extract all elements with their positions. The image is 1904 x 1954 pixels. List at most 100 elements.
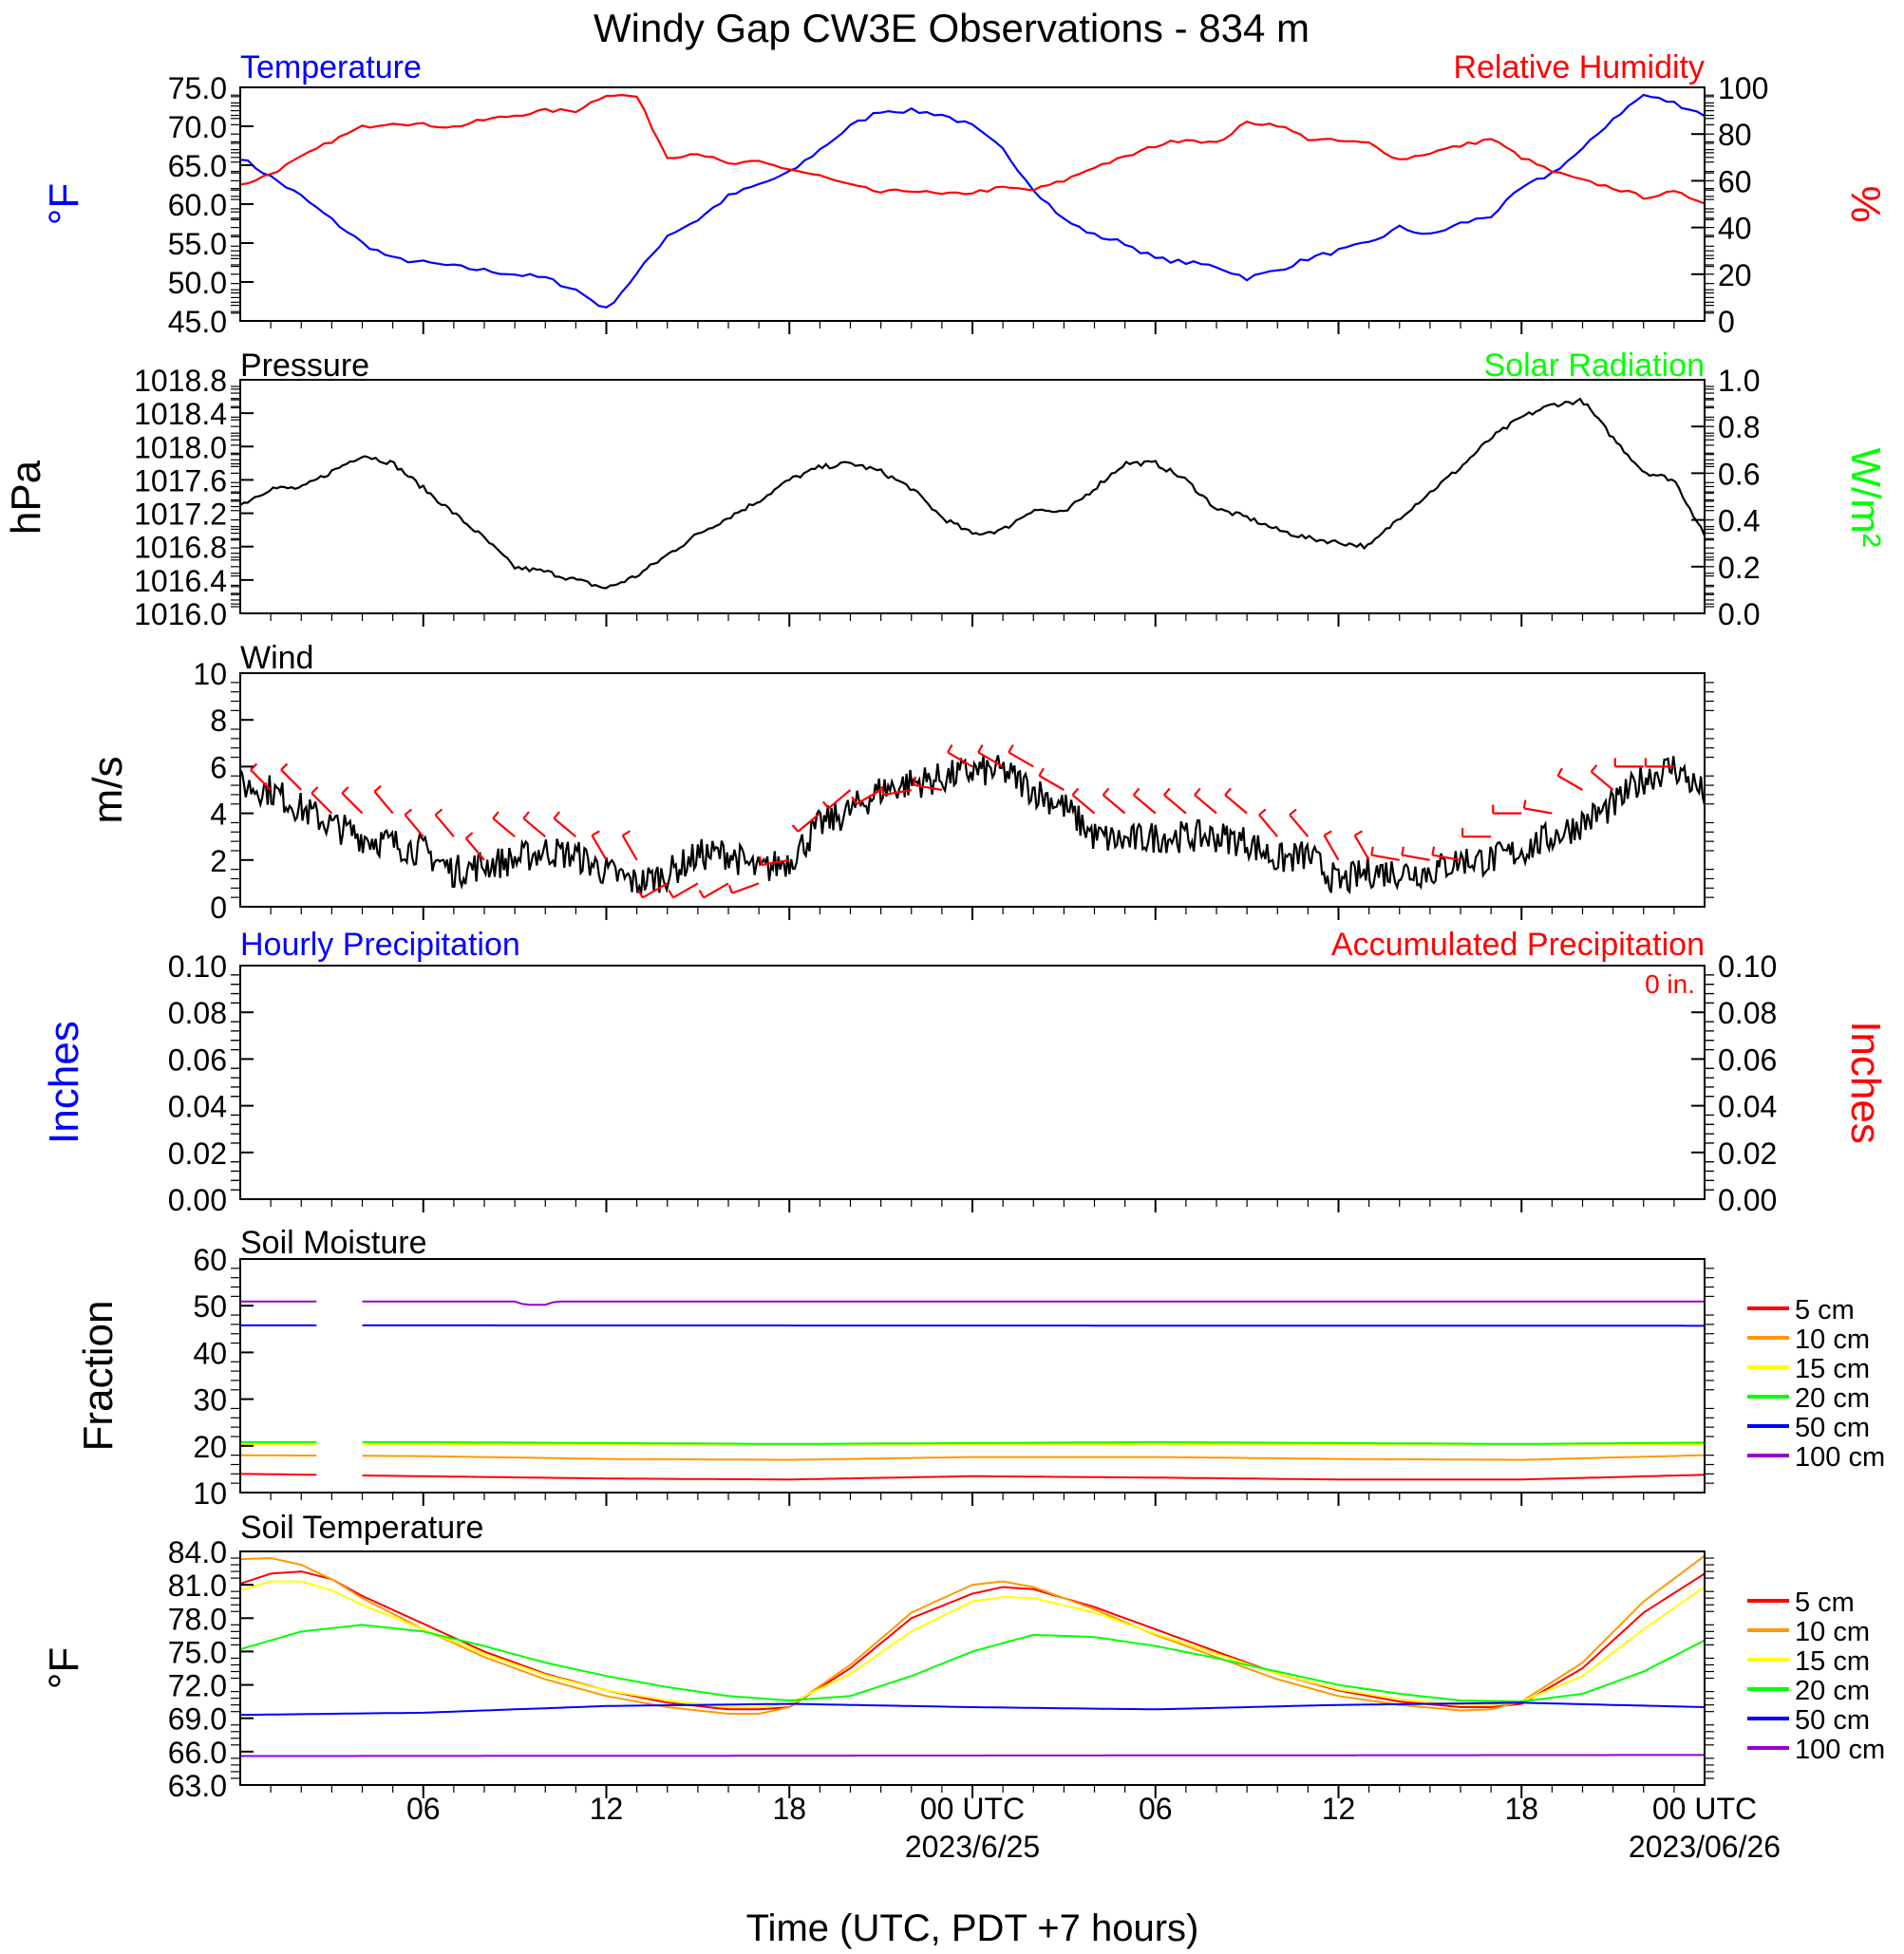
x-tick-label: 18 <box>772 1792 806 1826</box>
right-tick-label: 0.02 <box>1718 1137 1777 1171</box>
wind-barb-flag <box>591 830 600 836</box>
wind-barb <box>1038 775 1065 791</box>
right-tick-label: 0.00 <box>1718 1183 1777 1217</box>
wind-barb-flag <box>1370 846 1374 855</box>
wind-barb-flag <box>1354 830 1363 836</box>
legend-label: 10 cm <box>1795 1617 1870 1647</box>
x-tick-label: 06 <box>1139 1792 1173 1826</box>
right-tick-label: 0.6 <box>1718 457 1760 491</box>
wind-barb <box>883 788 912 797</box>
pressure-unit: hPa <box>3 460 49 535</box>
left-tick-label: 78.0 <box>168 1602 227 1636</box>
left-tick-label: 60 <box>193 1243 227 1277</box>
left-tick-label: 1016.0 <box>134 597 227 631</box>
left-tick-label: 1017.2 <box>134 498 227 532</box>
wind-barb-flag <box>821 800 830 809</box>
series-temperature <box>239 93 1706 309</box>
wind-barb-flag <box>913 776 916 785</box>
wind-barb-flag <box>492 811 500 819</box>
hourly-precip-unit: Inches <box>41 1021 87 1144</box>
left-tick-label: 0 <box>210 891 227 925</box>
legend-label: 100 cm <box>1795 1735 1885 1765</box>
legend-label: 50 cm <box>1795 1413 1870 1443</box>
wind-barb <box>250 769 272 791</box>
left-tick-label: 0.06 <box>168 1043 227 1077</box>
x-date-label: 2023/06/26 <box>1629 1830 1781 1864</box>
wind-barb <box>373 790 394 815</box>
series-wind <box>239 755 1706 894</box>
wind-barb-flag <box>977 744 984 753</box>
left-tick-label: 0.04 <box>168 1090 227 1124</box>
series-relative-humidity <box>239 93 1706 205</box>
wind-barb <box>522 817 546 838</box>
wind-barb-flag <box>434 808 443 817</box>
legend-label: 15 cm <box>1795 1646 1870 1677</box>
legend-label: 20 cm <box>1795 1676 1870 1706</box>
right-tick-label: 0.0 <box>1718 597 1760 631</box>
solar-unit: W/m² <box>1842 447 1889 547</box>
wind-barb <box>1323 835 1340 861</box>
wind-barb-flag <box>1224 787 1232 797</box>
wind-barb-flag <box>1194 787 1201 797</box>
wind-barb-flag <box>1556 767 1563 777</box>
panel-temperature-humidity: Temperature Relative Humidity °F % 75.07… <box>41 49 1889 339</box>
wind-barb-flag <box>1431 846 1436 855</box>
wind-barb <box>404 814 424 837</box>
series-100-cm <box>240 1754 1705 1757</box>
wind-barb-flag <box>637 890 644 898</box>
wind-barb <box>761 858 790 867</box>
wind-barb-flag <box>622 830 631 836</box>
left-tick-label: 75.0 <box>168 71 227 105</box>
wind-barb <box>591 835 608 861</box>
wind-barb-flag <box>1008 744 1014 753</box>
x-tick-label: 18 <box>1504 1792 1538 1826</box>
legend-label: 20 cm <box>1795 1383 1870 1414</box>
series-20-cm <box>240 1440 1705 1445</box>
wind-barb <box>1071 794 1096 815</box>
left-tick-label: 0.00 <box>168 1183 227 1217</box>
x-date-label: 2023/6/25 <box>905 1830 1040 1864</box>
legend-label: 100 cm <box>1795 1442 1885 1473</box>
left-tick-label: 66.0 <box>168 1736 227 1770</box>
left-tick-label: 45.0 <box>168 305 227 339</box>
wind-barb <box>553 817 577 838</box>
right-tick-label: 0.4 <box>1718 504 1760 538</box>
wind-barb-flag <box>465 832 474 839</box>
wind-barb <box>797 812 821 833</box>
precip-ticks: 0.10 0.08 0.06 0.04 0.02 0.00 0.10 0.08 0.06 0.04… <box>168 949 1778 1217</box>
wind-barb <box>1432 854 1461 861</box>
wind-barb <box>1163 794 1187 815</box>
wind-barb <box>492 817 516 838</box>
humidity-unit: % <box>1842 185 1889 222</box>
pressure-ticks: 1018.81018.41018.01017.61017.21016.81016… <box>134 364 1760 631</box>
left-tick-label: 1016.8 <box>134 531 227 565</box>
series-5-cm <box>239 1473 1706 1481</box>
wind-barb-flag <box>404 808 413 817</box>
series-50-cm <box>240 1324 1705 1327</box>
wind-label: Wind <box>240 640 313 676</box>
wind-barb-flag <box>280 762 289 771</box>
legend-label: 50 cm <box>1795 1705 1870 1736</box>
wind-barb-flag <box>1163 787 1171 797</box>
left-tick-label: 10 <box>193 657 227 691</box>
wind-barb-flag <box>1522 799 1527 809</box>
soil-temp-unit: °F <box>41 1647 87 1689</box>
left-tick-label: 63.0 <box>168 1769 227 1803</box>
time-axis: 06 12 18 00 UTC 2023/6/25 06 12 18 00 UTC 2023/06… <box>270 321 1781 1864</box>
soil-temp-frame <box>239 1550 1706 1786</box>
wind-barb-flag <box>250 762 258 771</box>
left-tick-label: 0.08 <box>168 996 227 1030</box>
left-tick-label: 60.0 <box>168 188 227 222</box>
panel-precipitation: Hourly Precipitation Accumulated Precipi… <box>41 927 1889 1217</box>
left-tick-label: 65.0 <box>168 149 227 183</box>
wind-barb <box>1590 770 1614 791</box>
right-tick-label: 1.0 <box>1718 364 1760 398</box>
pressure-frame <box>239 379 1706 614</box>
wind-barb-flag <box>1289 808 1297 817</box>
wind-barb-flag <box>880 786 885 796</box>
left-tick-label: 10 <box>193 1476 227 1511</box>
left-tick-label: 1018.4 <box>134 397 227 431</box>
chart-title: Windy Gap CW3E Observations - 834 m <box>594 6 1310 50</box>
